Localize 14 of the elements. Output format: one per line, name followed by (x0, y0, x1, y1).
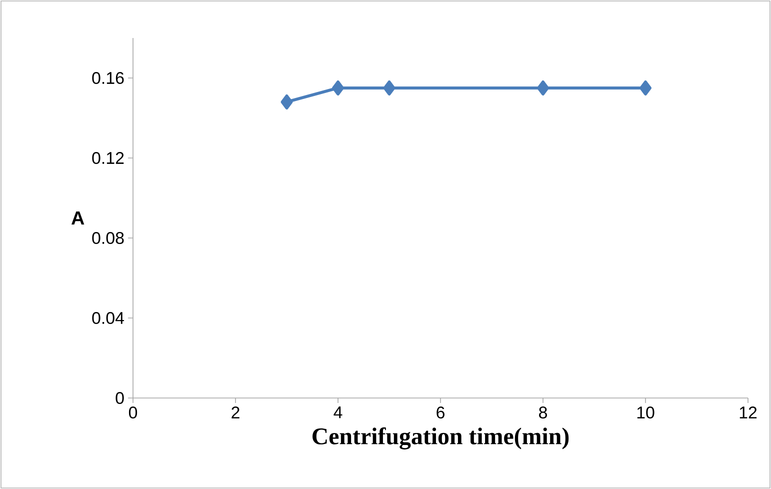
x-tick-label: 10 (637, 406, 654, 419)
y-tick-label: 0.16 (92, 72, 124, 84)
y-tick-label: 0.12 (92, 152, 124, 164)
x-tick-label: 0 (128, 406, 138, 419)
y-tick-label: 0 (116, 392, 124, 404)
y-tick-label: 0.04 (92, 312, 124, 324)
y-tick-label: 0.08 (92, 232, 124, 244)
x-tick-label: 12 (740, 406, 757, 418)
y-axis-title: A (71, 211, 84, 224)
x-tick-label: 8 (539, 406, 547, 419)
x-tick-label: 4 (334, 406, 342, 418)
x-axis-title: Centrifugation time(min) (312, 427, 569, 450)
x-tick-label: 2 (232, 406, 240, 418)
x-tick-label: 6 (436, 406, 444, 419)
